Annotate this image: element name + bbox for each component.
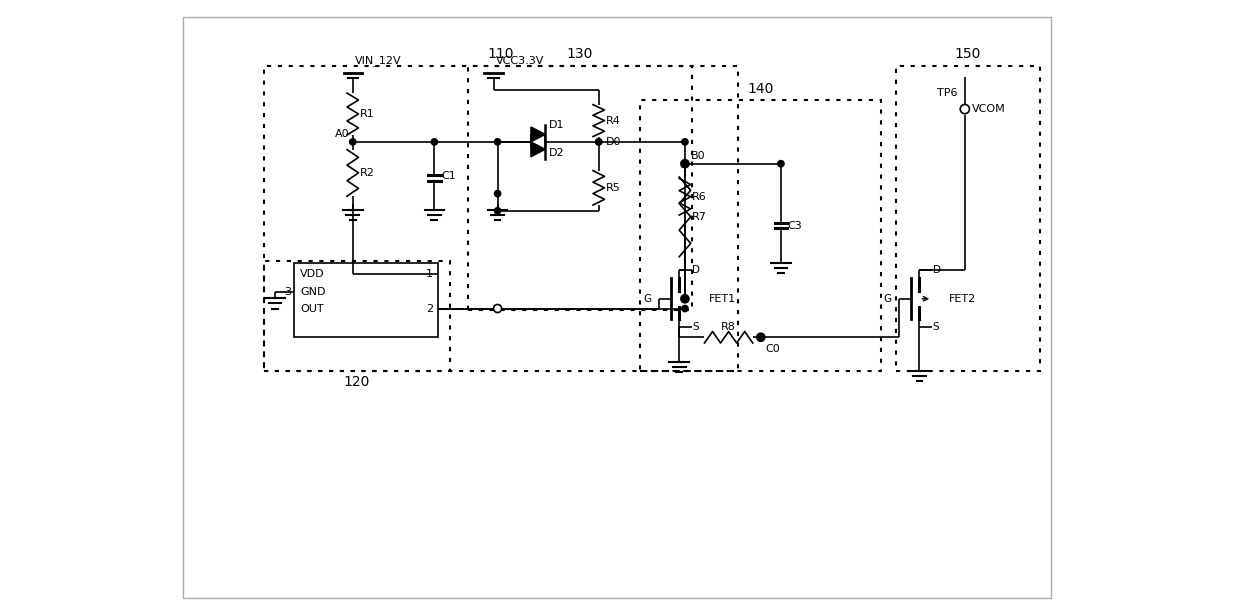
Text: S: S bbox=[932, 323, 939, 333]
Text: 120: 120 bbox=[343, 375, 371, 389]
Text: GND: GND bbox=[300, 287, 325, 297]
Circle shape bbox=[495, 208, 501, 214]
Circle shape bbox=[595, 139, 601, 145]
Text: VCC3.3V: VCC3.3V bbox=[496, 56, 544, 66]
Text: A0: A0 bbox=[335, 129, 350, 139]
Text: G: G bbox=[644, 294, 651, 304]
Text: C1: C1 bbox=[441, 171, 456, 181]
Circle shape bbox=[350, 139, 356, 145]
Text: R6: R6 bbox=[692, 192, 707, 202]
Polygon shape bbox=[531, 142, 546, 157]
Text: C3: C3 bbox=[787, 221, 802, 231]
Text: D1: D1 bbox=[549, 120, 564, 130]
Circle shape bbox=[682, 161, 688, 167]
Text: 110: 110 bbox=[487, 48, 515, 62]
Text: FET1: FET1 bbox=[709, 294, 737, 304]
Circle shape bbox=[681, 160, 689, 167]
Text: TP6: TP6 bbox=[937, 88, 959, 97]
Text: 1: 1 bbox=[427, 269, 433, 279]
Circle shape bbox=[682, 139, 688, 145]
Text: VCOM: VCOM bbox=[972, 104, 1006, 114]
Text: R7: R7 bbox=[692, 212, 707, 222]
Text: C0: C0 bbox=[765, 344, 780, 354]
Text: R8: R8 bbox=[722, 322, 737, 331]
Circle shape bbox=[756, 333, 765, 341]
Circle shape bbox=[432, 139, 438, 145]
Text: D: D bbox=[692, 265, 701, 275]
Text: 150: 150 bbox=[955, 48, 981, 62]
Circle shape bbox=[682, 305, 688, 312]
Text: 140: 140 bbox=[748, 82, 774, 96]
Circle shape bbox=[682, 295, 688, 302]
Text: R1: R1 bbox=[360, 109, 374, 119]
Text: D: D bbox=[932, 265, 941, 275]
Circle shape bbox=[495, 191, 501, 197]
Circle shape bbox=[494, 304, 502, 312]
Text: 130: 130 bbox=[567, 48, 593, 62]
Bar bbox=[294, 262, 438, 337]
Circle shape bbox=[495, 139, 501, 145]
Text: VIN_12V: VIN_12V bbox=[355, 55, 402, 66]
Text: 3: 3 bbox=[284, 287, 290, 297]
Circle shape bbox=[777, 161, 784, 167]
Text: R4: R4 bbox=[605, 116, 620, 126]
Text: R5: R5 bbox=[605, 183, 620, 193]
Text: 2: 2 bbox=[427, 303, 433, 314]
Text: FET2: FET2 bbox=[950, 294, 977, 304]
Text: B0: B0 bbox=[691, 151, 706, 161]
Text: D0: D0 bbox=[605, 137, 621, 147]
Circle shape bbox=[595, 139, 601, 145]
Circle shape bbox=[758, 334, 764, 340]
Polygon shape bbox=[531, 127, 546, 142]
Text: G: G bbox=[884, 294, 892, 304]
Text: OUT: OUT bbox=[300, 303, 324, 314]
Text: S: S bbox=[692, 323, 699, 333]
Circle shape bbox=[681, 295, 689, 303]
Text: D2: D2 bbox=[549, 148, 565, 158]
Text: R2: R2 bbox=[360, 168, 374, 178]
Text: VDD: VDD bbox=[300, 269, 325, 279]
